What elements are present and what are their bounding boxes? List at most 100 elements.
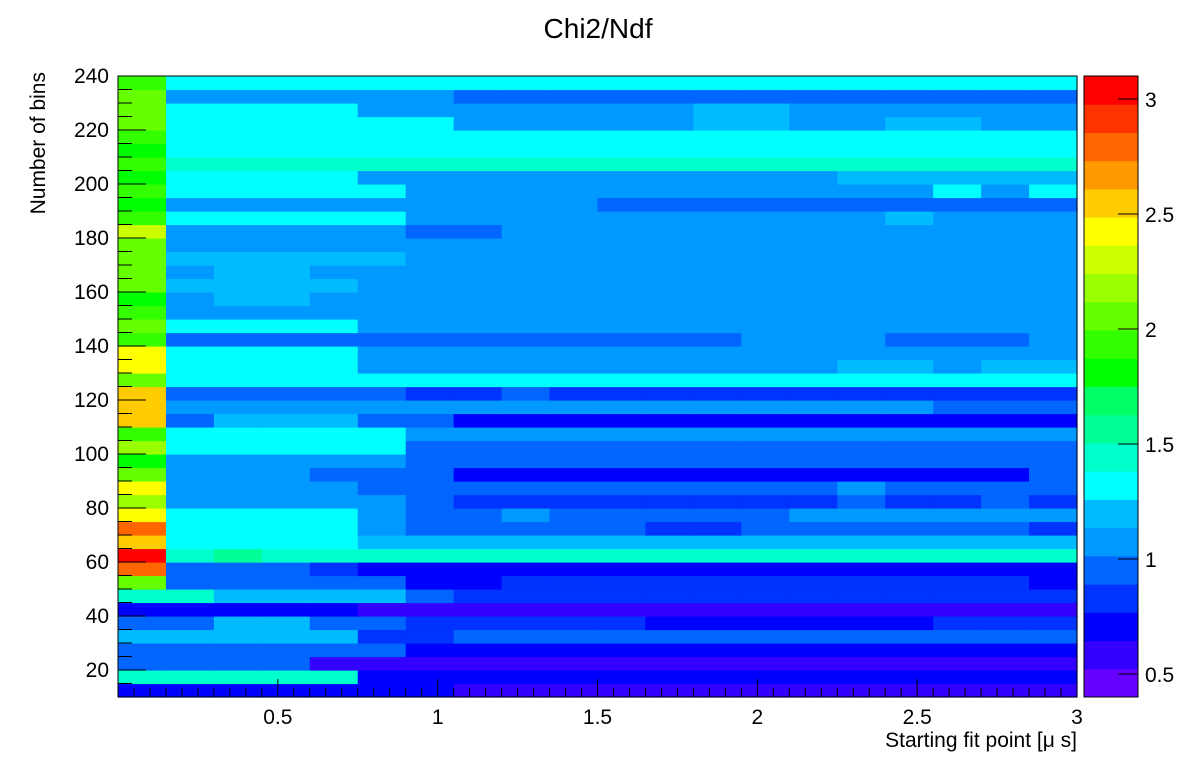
heatmap-cell	[501, 332, 551, 347]
heatmap-cell	[885, 535, 934, 550]
color-scale-segment	[1084, 160, 1138, 190]
heatmap-cell	[837, 130, 886, 145]
heatmap-cell	[165, 197, 215, 212]
heatmap-cell	[453, 359, 503, 374]
heatmap-cell	[789, 481, 838, 496]
heatmap-cell	[405, 589, 455, 604]
heatmap-cell	[453, 616, 503, 631]
heatmap-cell	[549, 427, 599, 442]
heatmap-cell	[1029, 494, 1078, 509]
color-scale-segment	[1084, 245, 1138, 275]
heatmap-cell	[118, 143, 167, 158]
heatmap-cell	[118, 184, 167, 199]
heatmap-cell	[213, 656, 263, 671]
heatmap-cell	[165, 143, 215, 158]
heatmap-cell	[213, 643, 263, 658]
heatmap-cell	[837, 535, 886, 550]
heatmap-cell	[981, 535, 1030, 550]
heatmap-cell	[213, 481, 263, 496]
heatmap-cell	[405, 670, 455, 685]
heatmap-cell	[405, 616, 455, 631]
heatmap-cell	[789, 589, 838, 604]
heatmap-cell	[213, 413, 263, 428]
heatmap-cell	[645, 170, 694, 185]
heatmap-cells	[118, 76, 1078, 698]
heatmap-cell	[118, 319, 167, 334]
heatmap-cell	[165, 535, 215, 550]
heatmap-cell	[741, 197, 790, 212]
heatmap-cell	[597, 373, 647, 388]
heatmap-cell	[118, 643, 167, 658]
heatmap-cell	[501, 170, 551, 185]
heatmap-cell	[309, 670, 359, 685]
heatmap-cell	[501, 508, 551, 523]
heatmap-cell	[645, 359, 694, 374]
heatmap-cell	[885, 265, 934, 280]
heatmap-cell	[261, 656, 311, 671]
heatmap-cell	[645, 413, 694, 428]
heatmap-cell	[1029, 346, 1078, 361]
heatmap-cell	[645, 292, 694, 307]
heatmap-cell	[165, 386, 215, 401]
heatmap-cell	[165, 521, 215, 536]
heatmap-cell	[933, 656, 982, 671]
heatmap-cell	[885, 89, 934, 104]
heatmap-cell	[453, 683, 503, 698]
heatmap-cell	[885, 116, 934, 131]
heatmap-cell	[549, 535, 599, 550]
heatmap-cell	[213, 575, 263, 590]
heatmap-cell	[597, 265, 647, 280]
heatmap-cell	[597, 292, 647, 307]
heatmap-cell	[213, 440, 263, 455]
heatmap-cell	[261, 130, 311, 145]
heatmap-cell	[693, 535, 742, 550]
heatmap-cell	[981, 265, 1030, 280]
heatmap-cell	[261, 265, 311, 280]
heatmap-cell	[885, 494, 934, 509]
heatmap-cell	[549, 643, 599, 658]
heatmap-cell	[309, 116, 359, 131]
heatmap-cell	[933, 467, 982, 482]
heatmap-cell	[549, 332, 599, 347]
heatmap-cell	[837, 143, 886, 158]
heatmap-cell	[885, 427, 934, 442]
heatmap-cell	[405, 575, 455, 590]
heatmap-cell	[213, 683, 263, 698]
heatmap-cell	[118, 346, 167, 361]
heatmap-cell	[885, 548, 934, 563]
heatmap-cell	[309, 440, 359, 455]
heatmap-cell	[789, 548, 838, 563]
heatmap-cell	[789, 521, 838, 536]
heatmap-cell	[933, 535, 982, 550]
heatmap-cell	[693, 413, 742, 428]
heatmap-cell	[453, 494, 503, 509]
heatmap-cell	[357, 521, 407, 536]
y-tick-label: 40	[86, 605, 109, 628]
heatmap-cell	[549, 103, 599, 118]
heatmap-cell	[597, 481, 647, 496]
heatmap-cell	[309, 494, 359, 509]
heatmap-cell	[261, 440, 311, 455]
heatmap-cell	[741, 454, 790, 469]
heatmap-cell	[501, 602, 551, 617]
heatmap-cell	[501, 535, 551, 550]
heatmap-cell	[549, 670, 599, 685]
heatmap-cell	[165, 440, 215, 455]
y-tick-label: 140	[74, 335, 109, 358]
heatmap-cell	[837, 508, 886, 523]
heatmap-cell	[741, 170, 790, 185]
heatmap-cell	[501, 238, 551, 253]
heatmap-cell	[741, 238, 790, 253]
heatmap-cell	[501, 265, 551, 280]
heatmap-cell	[501, 440, 551, 455]
heatmap-cell	[597, 629, 647, 644]
heatmap-cell	[261, 494, 311, 509]
heatmap-cell	[933, 211, 982, 226]
heatmap-cell	[309, 562, 359, 577]
heatmap-cell	[981, 197, 1030, 212]
heatmap-cell	[453, 373, 503, 388]
heatmap-cell	[118, 251, 167, 266]
heatmap-cell	[405, 116, 455, 131]
heatmap-cell	[309, 481, 359, 496]
